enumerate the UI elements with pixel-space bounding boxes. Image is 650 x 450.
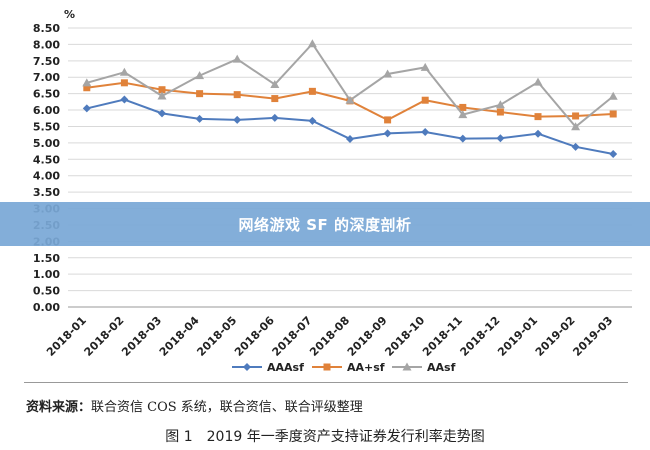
caption-number: 图 1 [165, 429, 193, 445]
x-tick-label: 2019-02 [533, 314, 578, 359]
source-label: 资料来源： [26, 400, 92, 415]
y-tick-label: 5.00 [33, 137, 60, 150]
data-point-aa-sf [459, 103, 467, 111]
data-point-aaasf [496, 134, 505, 143]
figure-caption: 图 1 2019 年一季度资产支持证券发行利率走势图 [0, 426, 650, 446]
legend-label: AA+sf [347, 361, 385, 374]
y-tick-label: 0.50 [33, 285, 60, 298]
x-tick-label: 2018-03 [119, 314, 164, 359]
x-tick-label: 2018-04 [157, 314, 202, 359]
data-point-aasf [608, 91, 618, 100]
data-point-aasf [157, 91, 167, 100]
x-tick-label: 2018-05 [194, 314, 239, 359]
y-tick-label: 3.50 [33, 186, 60, 199]
divider [24, 382, 628, 383]
data-point-aa-sf [271, 95, 279, 103]
data-point-aasf [270, 79, 280, 88]
data-point-aaasf [120, 95, 129, 104]
data-point-aasf [232, 54, 242, 63]
data-point-aasf [458, 110, 468, 119]
data-point-aasf [533, 77, 543, 86]
y-axis-unit: % [64, 8, 75, 21]
data-point-aaasf [421, 128, 430, 137]
banner-title: 网络游戏 SF 的深度剖析 [238, 215, 412, 234]
x-tick-label: 2018-09 [345, 314, 390, 359]
data-point-aa-sf [609, 110, 617, 118]
y-tick-label: 1.00 [33, 268, 60, 281]
data-point-aaasf [195, 114, 204, 123]
legend-label: AAAsf [267, 361, 304, 374]
data-point-aaasf [383, 129, 392, 138]
x-tick-label: 2019-01 [495, 314, 540, 359]
data-point-aa-sf [196, 90, 204, 98]
x-tick-label: 2019-03 [570, 314, 615, 359]
y-tick-label: 1.50 [33, 252, 60, 265]
data-point-aaasf [82, 104, 91, 113]
data-point-aaasf [158, 109, 166, 118]
data-point-aa-sf [534, 113, 542, 121]
data-point-aasf [345, 95, 355, 104]
x-tick-label: 2018-11 [420, 314, 465, 359]
data-point-aa-sf [83, 84, 91, 92]
data-point-aaasf [233, 115, 242, 124]
x-tick-label: 2018-01 [44, 314, 89, 359]
title-banner: 网络游戏 SF 的深度剖析 [0, 202, 650, 246]
data-point-aa-sf [308, 87, 316, 95]
data-point-aasf [495, 100, 505, 109]
legend-label: AAsf [427, 361, 456, 374]
source-note: 资料来源：联合资信 COS 系统，联合资信、联合评级整理 [26, 396, 363, 415]
caption-text: 2019 年一季度资产支持证券发行利率走势图 [206, 429, 485, 445]
y-tick-label: 6.00 [33, 104, 60, 117]
y-tick-label: 8.50 [33, 22, 60, 35]
y-tick-label: 4.50 [33, 153, 60, 166]
data-point-aasf [119, 67, 129, 76]
data-point-aasf [420, 62, 430, 71]
y-tick-label: 5.50 [33, 120, 60, 133]
source-text: 联合资信 COS 系统，联合资信、联合评级整理 [91, 400, 363, 415]
y-tick-label: 8.00 [33, 38, 60, 51]
data-point-aa-sf [384, 116, 392, 124]
x-tick-label: 2018-02 [82, 314, 127, 359]
data-point-aaasf [308, 116, 317, 125]
y-tick-label: 4.00 [33, 170, 60, 183]
data-point-aa-sf [496, 108, 504, 116]
legend-marker [243, 363, 251, 371]
data-point-aa-sf [233, 91, 241, 99]
data-point-aasf [82, 78, 92, 87]
data-point-aa-sf [572, 112, 580, 120]
y-tick-label: 6.50 [33, 88, 60, 101]
data-point-aasf [383, 69, 393, 78]
x-tick-label: 2018-07 [270, 314, 315, 359]
data-point-aaasf [534, 129, 542, 138]
x-tick-label: 2018-08 [307, 314, 352, 359]
x-tick-label: 2018-06 [232, 314, 277, 359]
data-point-aasf [571, 122, 581, 131]
y-tick-label: 7.00 [33, 71, 60, 84]
data-point-aaasf [270, 113, 279, 122]
data-point-aaasf [571, 142, 580, 151]
y-tick-label: 0.00 [33, 301, 60, 314]
data-point-aaasf [346, 134, 354, 143]
data-point-aa-sf [120, 79, 128, 87]
legend-marker [323, 363, 331, 371]
data-point-aa-sf [421, 96, 429, 104]
legend-marker [402, 362, 412, 371]
data-point-aaasf [458, 134, 467, 143]
y-tick-label: 7.50 [33, 55, 60, 68]
data-point-aasf [195, 71, 205, 80]
x-tick-label: 2018-10 [382, 314, 427, 359]
data-point-aaasf [609, 150, 618, 159]
data-point-aa-sf [158, 86, 166, 94]
data-point-aasf [307, 39, 317, 48]
x-tick-label: 2018-12 [458, 314, 503, 359]
